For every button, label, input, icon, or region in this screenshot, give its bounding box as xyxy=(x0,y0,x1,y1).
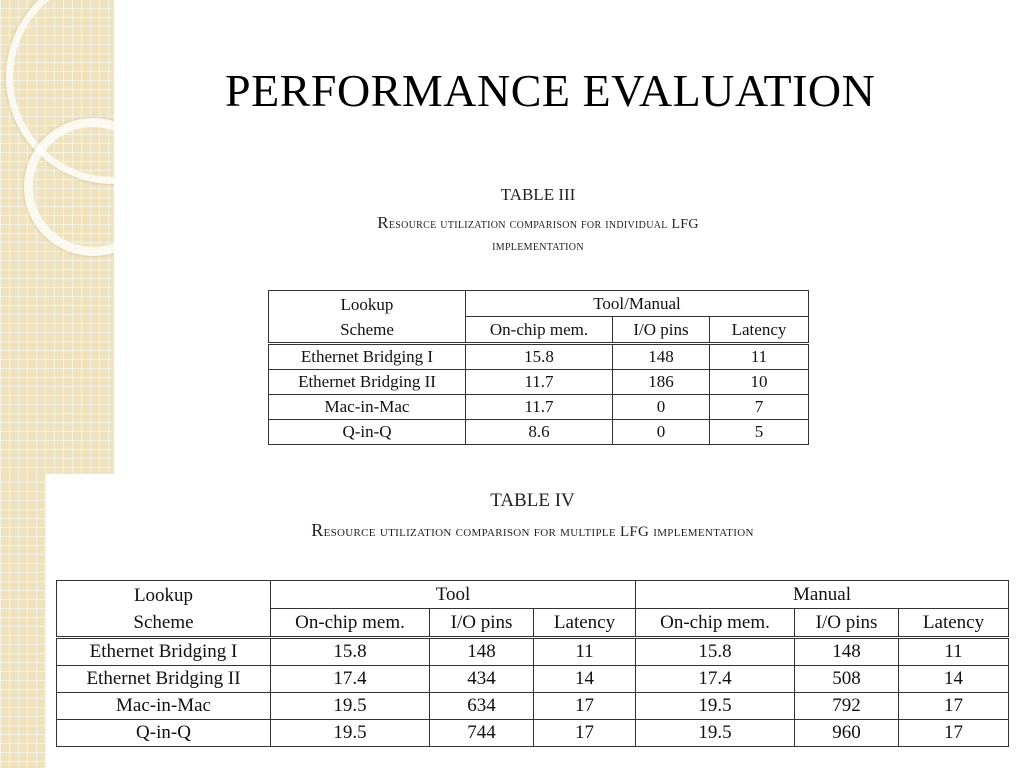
table-row: Ethernet Bridging I 15.8 148 11 15.8 148… xyxy=(56,636,1009,666)
table3-caption-line2: implementation xyxy=(492,239,584,255)
table-cell: 19.5 xyxy=(635,719,795,747)
table-cell: 14 xyxy=(533,665,636,693)
table3-number: TABLE III xyxy=(500,185,576,204)
table4-number: TABLE IV xyxy=(490,490,575,511)
table3: Lookup Scheme Tool/Manual On-chip mem. I… xyxy=(268,290,809,445)
table4-header-row: Lookup Scheme Tool Manual xyxy=(56,580,1009,638)
table-cell: 0 xyxy=(612,419,710,445)
table-cell: 19.5 xyxy=(635,692,795,720)
table3-lookup-header: Lookup Scheme xyxy=(268,290,466,344)
table3-header-row: Lookup Scheme Tool/Manual xyxy=(268,290,809,344)
table-row: Ethernet Bridging II 11.7 186 10 xyxy=(268,369,809,395)
table4-caption-line: esource utilization comparison for multi… xyxy=(323,524,754,540)
table-row: Q-in-Q 19.5 744 17 19.5 960 17 xyxy=(56,719,1009,747)
table3-col-header: Latency xyxy=(709,316,809,344)
table-cell: 5 xyxy=(709,419,809,445)
table-cell: 15.8 xyxy=(465,342,613,370)
table-cell: Mac-in-Mac xyxy=(56,692,271,720)
table-cell: 17.4 xyxy=(635,665,795,693)
table3-lookup-line1: Lookup xyxy=(340,294,394,314)
table-cell: Q-in-Q xyxy=(56,719,271,747)
table4-col-header: I/O pins xyxy=(429,608,534,638)
table-cell: Q-in-Q xyxy=(268,419,466,445)
table-cell: 15.8 xyxy=(635,636,795,666)
table-cell: Ethernet Bridging II xyxy=(268,369,466,395)
table-cell: 744 xyxy=(429,719,534,747)
table-cell: Ethernet Bridging I xyxy=(268,342,466,370)
table-row: Ethernet Bridging I 15.8 148 11 xyxy=(268,342,809,370)
table-cell: 17 xyxy=(533,719,636,747)
table4-lookup-line1: Lookup xyxy=(133,584,194,606)
table-cell: 11 xyxy=(533,636,636,666)
table4: Lookup Scheme Tool Manual On-chip mem. I… xyxy=(56,580,1009,747)
table-cell: 10 xyxy=(709,369,809,395)
table3-caption-text: Resource utilization comparison for indi… xyxy=(258,209,818,259)
table4-subheader-row: On-chip mem. I/O pins Latency On-chip me… xyxy=(57,608,1009,638)
table-row: Q-in-Q 8.6 0 5 xyxy=(268,419,809,445)
table4-col-header: Latency xyxy=(898,608,1009,638)
table-cell: Ethernet Bridging II xyxy=(56,665,271,693)
decorative-ring xyxy=(24,118,114,256)
table4-col-header: On-chip mem. xyxy=(270,608,430,638)
table-cell: 19.5 xyxy=(270,692,430,720)
table3-caption: TABLE III Resource utilization compariso… xyxy=(258,185,818,259)
decorative-sidebar xyxy=(0,0,114,474)
table-row: Mac-in-Mac 19.5 634 17 19.5 792 17 xyxy=(56,692,1009,720)
table-row: Mac-in-Mac 11.7 0 7 xyxy=(268,394,809,420)
table-cell: 508 xyxy=(794,665,899,693)
table4-group-manual: Manual xyxy=(635,580,1009,609)
table4-col-header: On-chip mem. xyxy=(635,608,795,638)
table3-lookup-line2: Scheme xyxy=(340,319,394,339)
table-cell: 19.5 xyxy=(270,719,430,747)
table4-group-tool: Tool xyxy=(270,580,636,609)
table-cell: 960 xyxy=(794,719,899,747)
table-cell: 634 xyxy=(429,692,534,720)
table-cell: 186 xyxy=(612,369,710,395)
table4-col-header: Latency xyxy=(533,608,636,638)
table4-lookup-line2: Scheme xyxy=(133,611,194,633)
table-cell: 17 xyxy=(898,692,1009,720)
table-cell: 11 xyxy=(898,636,1009,666)
table-row: Ethernet Bridging II 17.4 434 14 17.4 50… xyxy=(56,665,1009,693)
table-cell: 15.8 xyxy=(270,636,430,666)
table-cell: 148 xyxy=(612,342,710,370)
table-cell: 11 xyxy=(709,342,809,370)
table3-col-header: I/O pins xyxy=(612,316,710,344)
table3-group-header: Tool/Manual xyxy=(465,290,809,317)
table-cell: Mac-in-Mac xyxy=(268,394,466,420)
table-cell: 8.6 xyxy=(465,419,613,445)
table-cell: 17.4 xyxy=(270,665,430,693)
slide-title: PERFORMANCE EVALUATION xyxy=(225,65,876,116)
table-cell: 0 xyxy=(612,394,710,420)
decorative-sidebar-lower xyxy=(0,474,46,768)
table-cell: 11.7 xyxy=(465,369,613,395)
table-cell: 7 xyxy=(709,394,809,420)
table-cell: 17 xyxy=(898,719,1009,747)
table-cell: 17 xyxy=(533,692,636,720)
table4-lookup-header: Lookup Scheme xyxy=(56,580,271,638)
table3-col-header: On-chip mem. xyxy=(465,316,613,344)
table3-caption-line1: esource utilization comparison for indiv… xyxy=(388,217,699,232)
table-cell: 792 xyxy=(794,692,899,720)
table3-caption-initial: R xyxy=(377,213,389,232)
table-cell: 11.7 xyxy=(465,394,613,420)
table4-caption-initial: R xyxy=(311,520,324,540)
table-cell: 434 xyxy=(429,665,534,693)
table-cell: 14 xyxy=(898,665,1009,693)
table4-col-header: I/O pins xyxy=(794,608,899,638)
table-cell: 148 xyxy=(429,636,534,666)
table-cell: Ethernet Bridging I xyxy=(56,636,271,666)
table4-caption-text: Resource utilization comparison for mult… xyxy=(150,516,915,545)
table-cell: 148 xyxy=(794,636,899,666)
table3-subheader-row: On-chip mem. I/O pins Latency xyxy=(269,316,809,344)
table4-caption: TABLE IV Resource utilization comparison… xyxy=(150,490,915,545)
